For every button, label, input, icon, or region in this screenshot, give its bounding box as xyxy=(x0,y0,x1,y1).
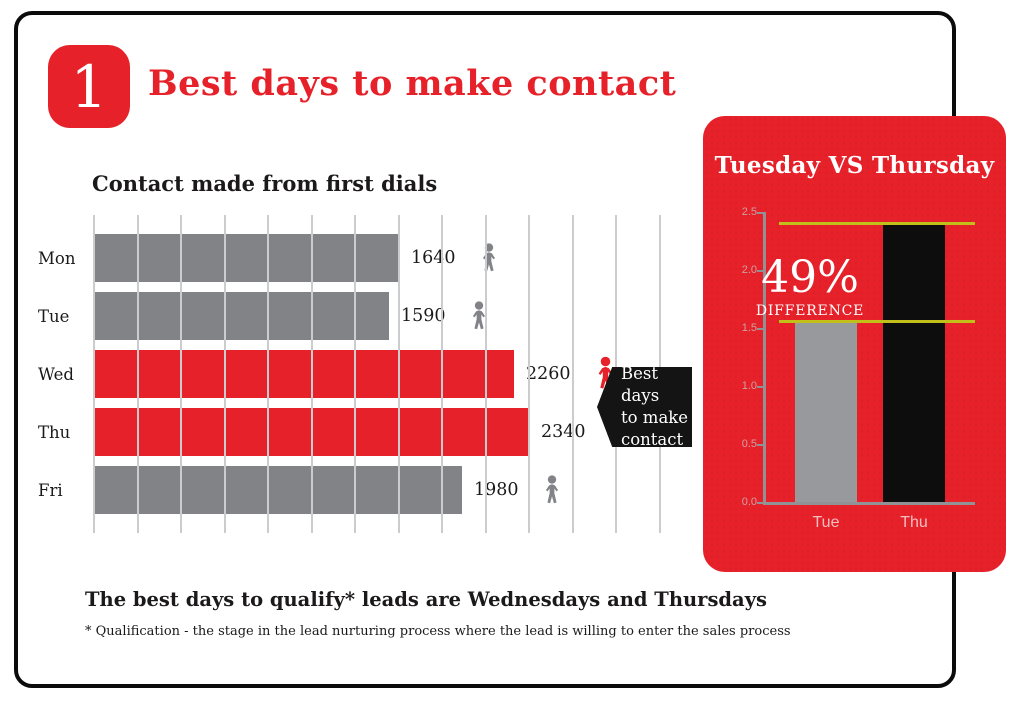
gridline xyxy=(528,215,530,533)
person-icon-wrap xyxy=(468,300,490,332)
bar-value: 1980 xyxy=(474,480,519,500)
y-tick-label: 0.0 xyxy=(741,496,757,508)
y-tick-mark xyxy=(757,386,763,388)
day-label: Tue xyxy=(38,306,70,326)
y-tick-mark xyxy=(757,212,763,214)
callout-line-1: Best days xyxy=(621,364,660,406)
y-tick-mark xyxy=(757,270,763,272)
person-icon xyxy=(472,300,485,329)
comparison-panel: Tuesday VS Thursday 0.0 0.5 1.0 1.5 2.0 2.5 Tu… xyxy=(703,116,1006,572)
day-label: Fri xyxy=(38,480,63,500)
y-tick-mark xyxy=(757,444,763,446)
reference-line xyxy=(779,320,975,324)
gridline xyxy=(354,215,356,533)
gridline xyxy=(571,215,574,533)
bar xyxy=(93,234,399,282)
difference-label: DIFFERENCE xyxy=(755,303,865,319)
page-title: Best days to make contact xyxy=(148,63,677,104)
bar-row: Wed 2260 xyxy=(38,350,618,398)
y-tick-label: 0.5 xyxy=(741,438,757,450)
callout-bubble: Best days to make contact xyxy=(597,367,692,447)
number-badge: 1 xyxy=(48,45,130,128)
mini-bar-tue xyxy=(795,322,857,502)
y-axis-line xyxy=(763,212,766,505)
badge-number: 1 xyxy=(70,52,108,121)
y-tick-label: 1.5 xyxy=(741,322,757,334)
person-icon xyxy=(545,474,558,503)
difference-value: 49% xyxy=(761,252,859,303)
gridline xyxy=(93,215,95,533)
day-label: Thu xyxy=(38,422,71,442)
main-chart: Mon 1640 Tue 1590 Wed 2260 Thu 2340 Fri 1980 xyxy=(38,215,661,533)
day-label: Mon xyxy=(38,248,76,268)
gridline xyxy=(397,215,400,533)
comparison-panel-title: Tuesday VS Thursday xyxy=(714,152,995,179)
reference-line xyxy=(779,221,975,225)
gridline xyxy=(180,215,182,533)
y-tick-mark xyxy=(757,502,763,504)
gridline xyxy=(310,215,313,533)
mini-bar-thu xyxy=(883,223,945,502)
bar-row: Mon 1640 xyxy=(38,234,500,282)
gridline xyxy=(223,215,226,533)
person-icon-wrap xyxy=(541,474,563,506)
x-axis-line xyxy=(763,502,975,505)
bar-row: Thu 2340 xyxy=(38,408,633,456)
gridline xyxy=(136,215,139,533)
person-icon-wrap xyxy=(478,242,500,274)
x-label-thu: Thu xyxy=(900,514,928,531)
bar-value: 1590 xyxy=(401,306,446,326)
difference-annotation: 49% DIFFERENCE xyxy=(753,252,867,320)
y-tick-label: 1.0 xyxy=(741,380,757,392)
bar-row: Tue 1590 xyxy=(38,292,490,340)
bar-row: Fri 1980 xyxy=(38,466,563,514)
footer-headline: The best days to qualify* leads are Wedn… xyxy=(85,588,768,611)
footer-footnote: * Qualification - the stage in the lead … xyxy=(85,624,791,639)
y-tick-mark xyxy=(757,328,763,330)
bar xyxy=(93,350,514,398)
bar-value: 1640 xyxy=(411,248,456,268)
gridline xyxy=(441,215,443,533)
x-label-tue: Tue xyxy=(812,514,840,531)
person-icon xyxy=(482,242,495,271)
y-tick-label: 2.0 xyxy=(741,264,757,276)
bar xyxy=(93,292,389,340)
day-label: Wed xyxy=(38,364,74,384)
bar-value: 2260 xyxy=(526,364,571,384)
bar-value: 2340 xyxy=(541,422,586,442)
gridline xyxy=(267,215,269,533)
callout-line-3: contact xyxy=(621,429,684,449)
bar xyxy=(93,466,462,514)
callout-line-2: to make xyxy=(621,408,689,427)
gridline xyxy=(484,215,487,533)
y-tick-label: 2.5 xyxy=(741,206,757,218)
main-chart-title: Contact made from first dials xyxy=(92,171,438,196)
